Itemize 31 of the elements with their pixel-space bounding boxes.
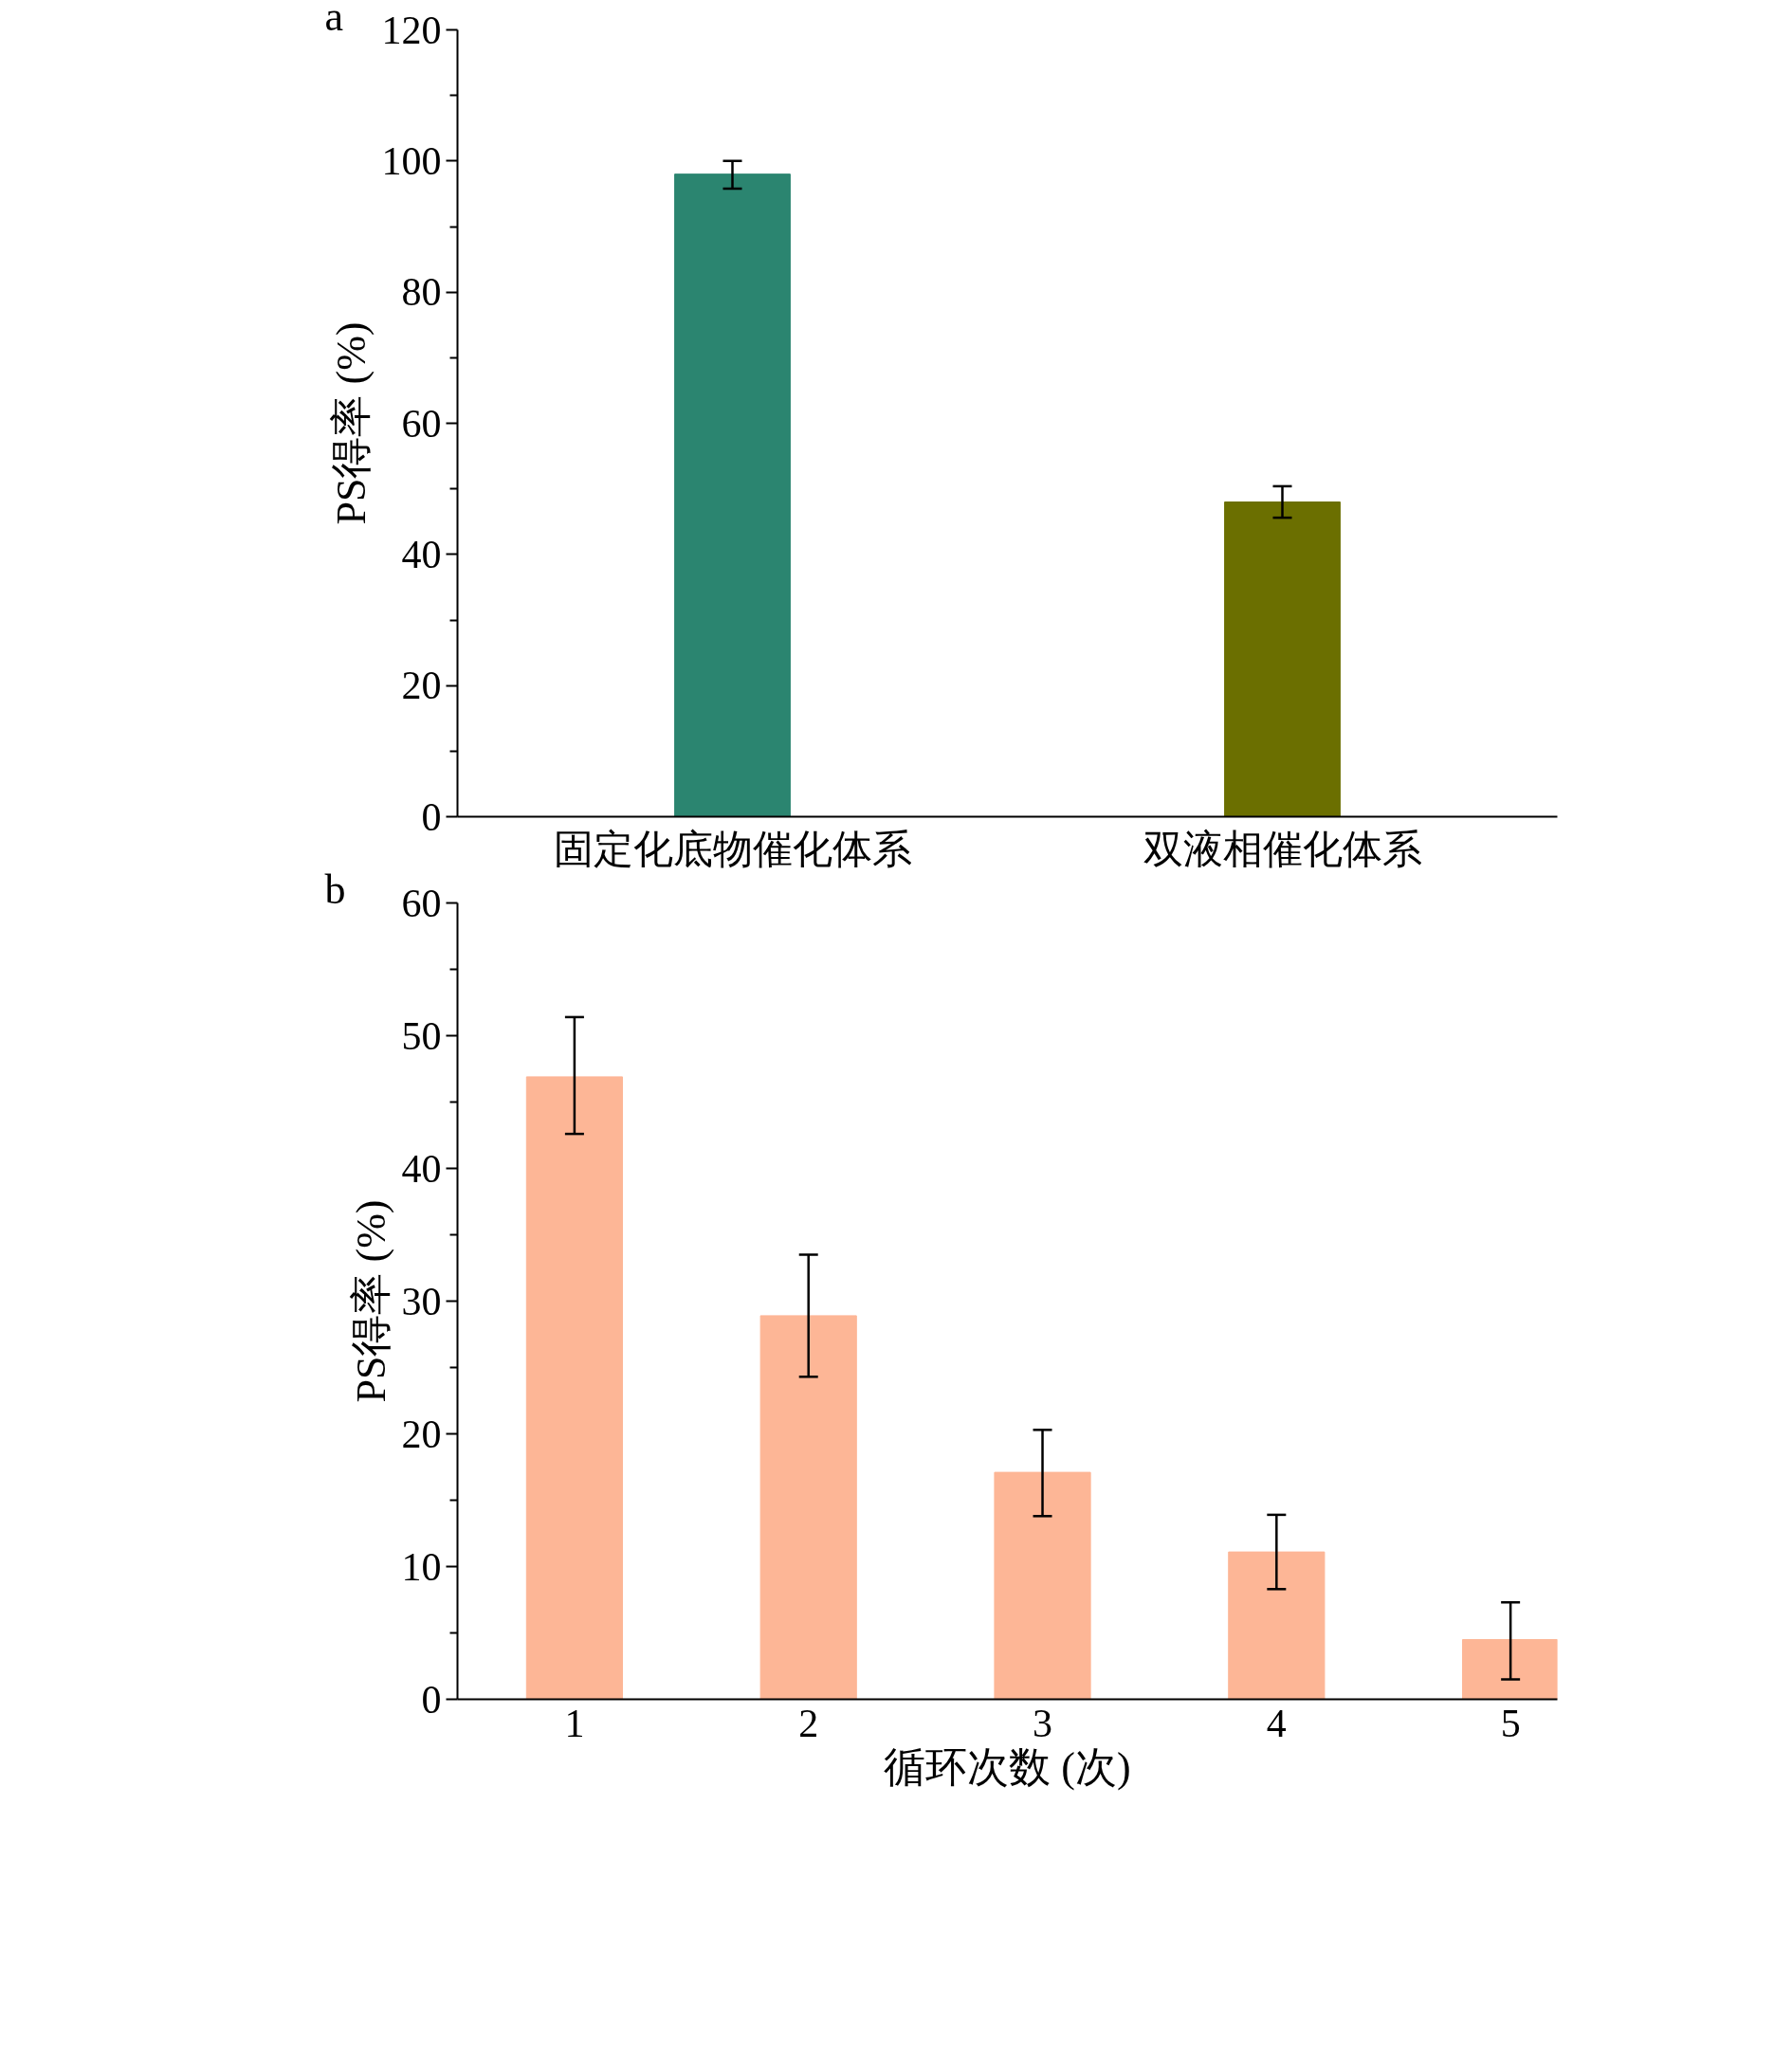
y-tick-label: 40 bbox=[401, 1146, 442, 1191]
bar bbox=[1462, 1639, 1558, 1700]
x-tick-label: 4 bbox=[1266, 1701, 1287, 1745]
x-axis-title: 循环次数 (次) bbox=[884, 1743, 1131, 1791]
y-tick-label: 0 bbox=[421, 1677, 442, 1722]
y-tick-label: 20 bbox=[401, 1412, 442, 1456]
bar bbox=[1228, 1551, 1326, 1700]
y-tick-label: 40 bbox=[401, 532, 442, 576]
x-tick-label: 5 bbox=[1500, 1701, 1521, 1745]
bar bbox=[994, 1471, 1091, 1700]
y-tick-label: 0 bbox=[421, 794, 442, 839]
x-tick-label: 3 bbox=[1033, 1701, 1053, 1745]
x-tick-label: 1 bbox=[564, 1701, 585, 1745]
text: b bbox=[324, 866, 346, 913]
y-tick-label: 50 bbox=[401, 1013, 442, 1058]
bar bbox=[759, 1315, 857, 1700]
y-axis-title: PS得率 (%) bbox=[327, 321, 375, 525]
x-tick-label: 固定化底物催化体系 bbox=[553, 827, 912, 871]
y-tick-label: 100 bbox=[381, 138, 442, 183]
x-tick-label: 2 bbox=[798, 1701, 819, 1745]
y-axis-title: PS得率 (%) bbox=[347, 1199, 394, 1403]
y-tick-label: 60 bbox=[401, 881, 442, 925]
y-tick-label: 60 bbox=[401, 401, 442, 446]
y-tick-label: 120 bbox=[381, 8, 442, 52]
x-tick-label: 双液相催化体系 bbox=[1143, 827, 1422, 871]
text: a bbox=[324, 0, 344, 40]
y-tick-label: 20 bbox=[401, 664, 442, 708]
y-tick-label: 30 bbox=[401, 1279, 442, 1323]
y-tick-label: 80 bbox=[401, 270, 442, 315]
bar bbox=[525, 1076, 623, 1700]
y-tick-label: 10 bbox=[401, 1544, 442, 1589]
